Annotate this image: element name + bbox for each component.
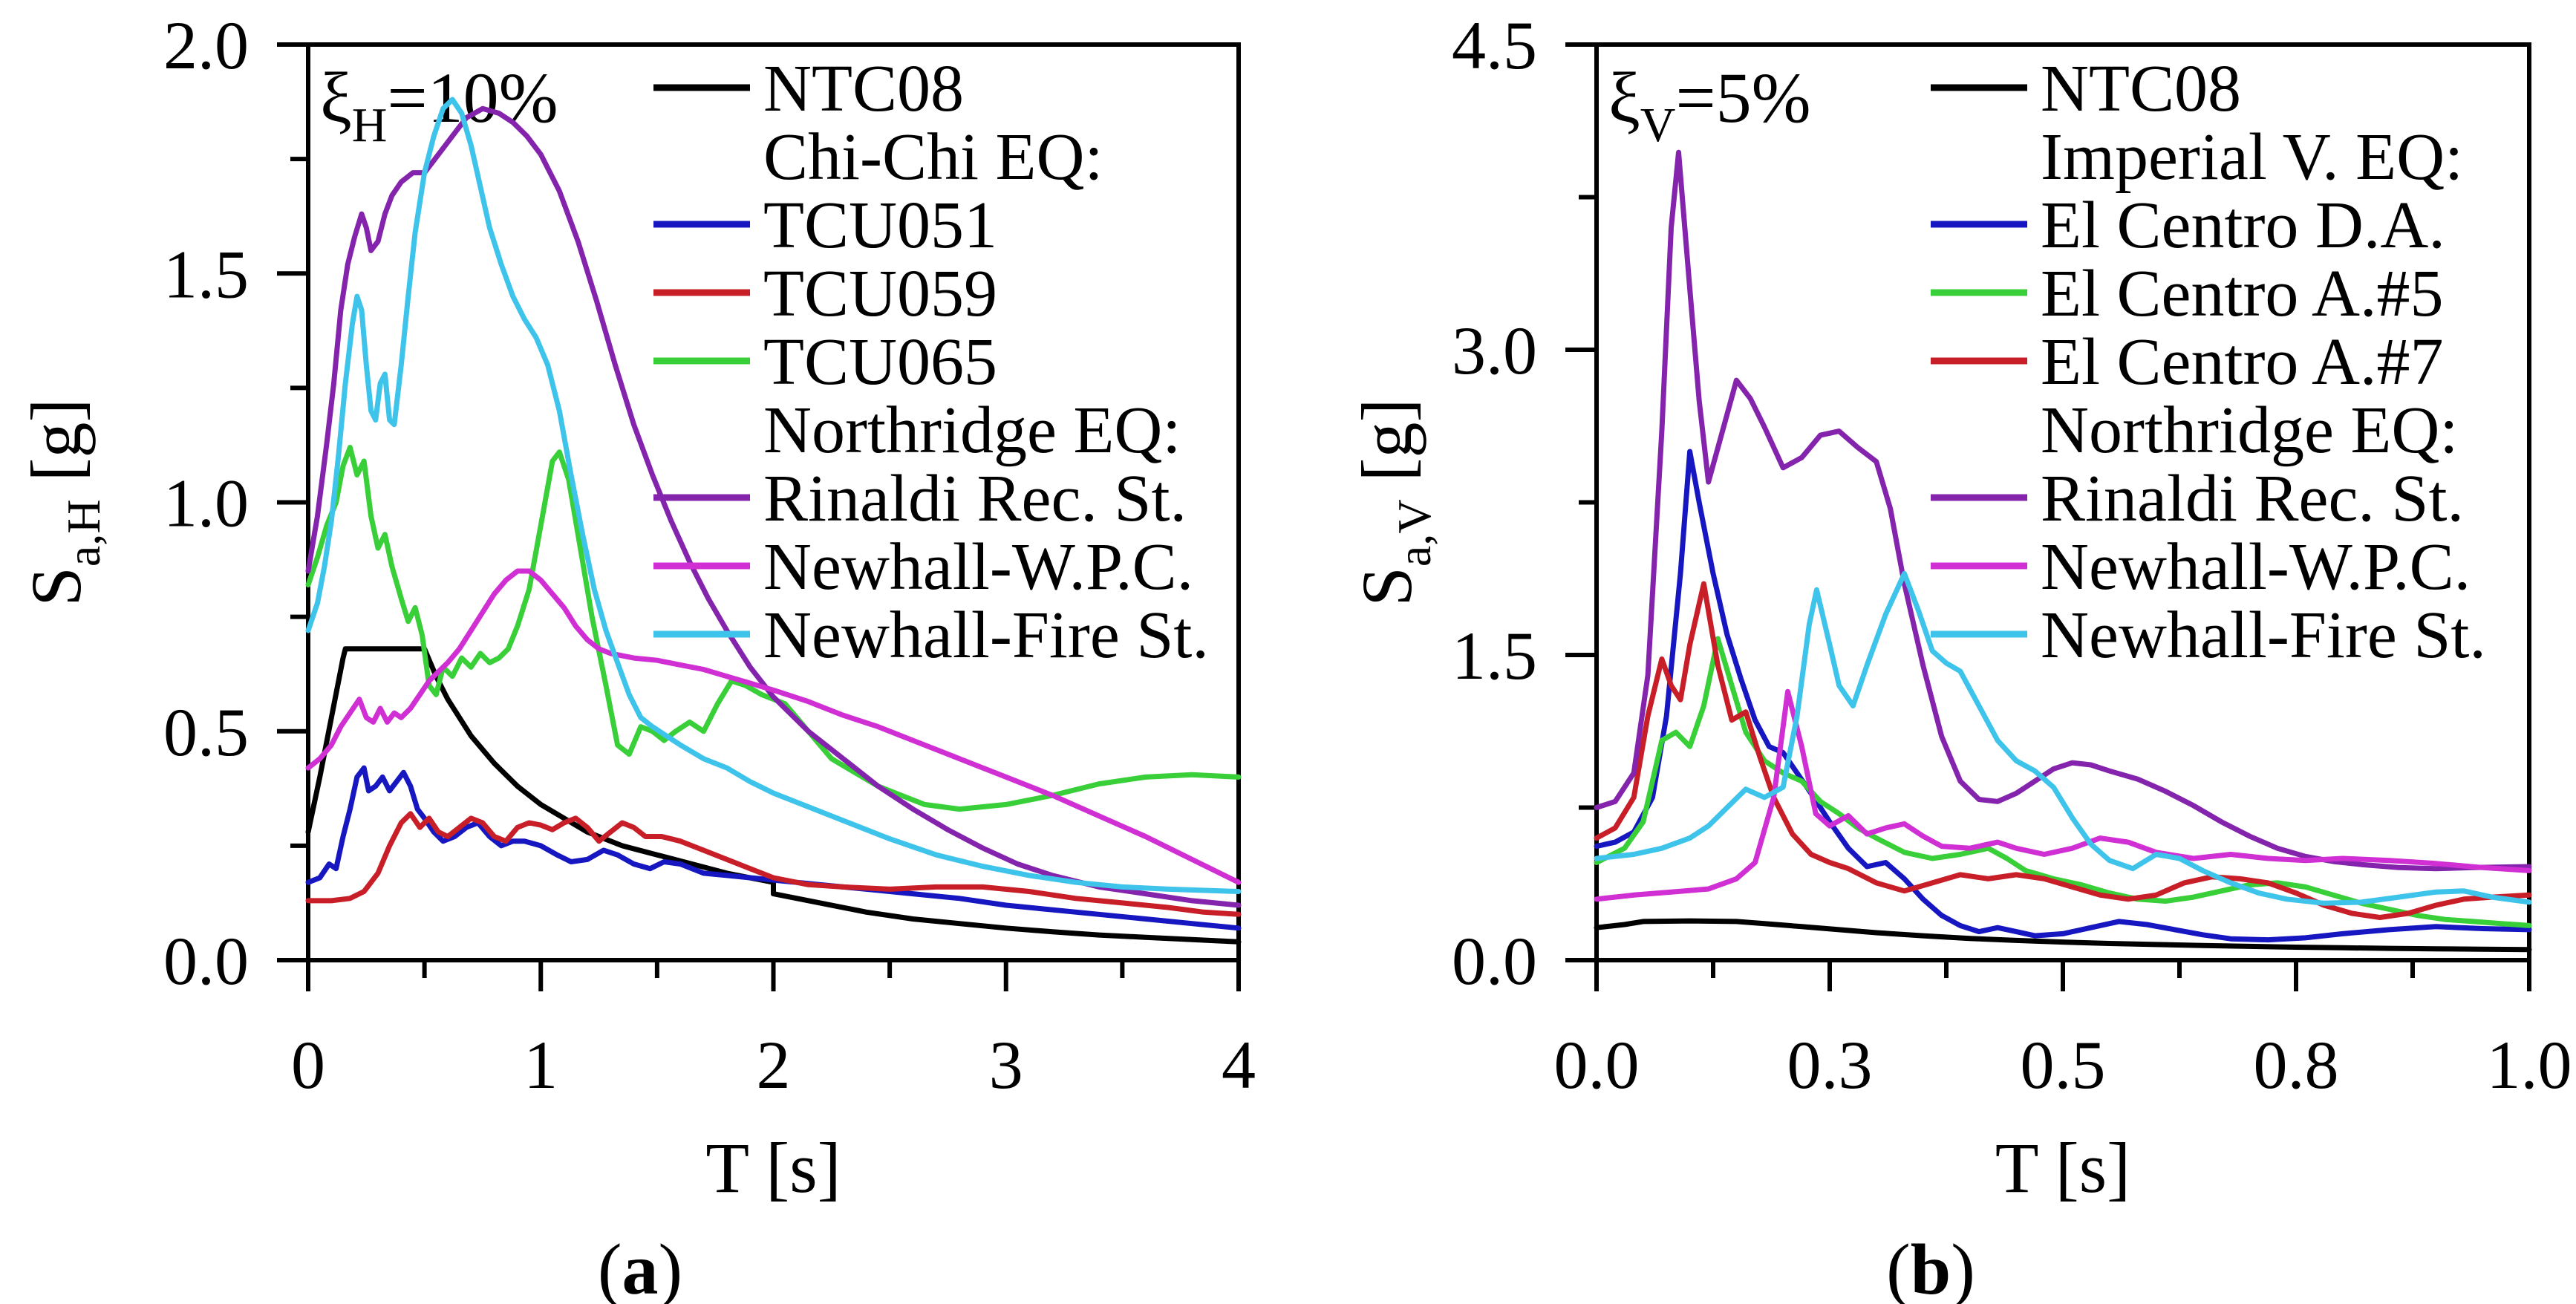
legend-label: TCU059 [763, 257, 997, 330]
x-tick-label: 1 [524, 1027, 558, 1103]
x-axis-label: T [s] [1995, 1128, 2130, 1207]
series-line-rinaldi-rec-st [305, 105, 1242, 908]
series-line-newhall-fire-st [1594, 570, 2532, 906]
series-line-ntc08 [1594, 918, 2532, 953]
legend-label: El Centro A.#5 [2041, 257, 2443, 330]
y-axis-label: Sa,H [g] [16, 399, 110, 607]
legend-item-ntc08: NTC08 [1931, 52, 2241, 125]
legend-label: Northridge EQ: [2041, 394, 2458, 467]
x-tick-labels: 0.0 0.3 0.5 0.8 1.0 [1554, 1027, 2572, 1103]
x-tick-label: 2 [757, 1027, 791, 1103]
legend-label: Rinaldi Rec. St. [2041, 462, 2464, 535]
legend-item-imperial-v-eq: Imperial V. EQ: [2041, 120, 2463, 194]
legend-label: NTC08 [763, 52, 964, 125]
legend-item-tcu051: TCU051 [653, 189, 997, 262]
legend-label: TCU065 [763, 325, 997, 399]
x-tick-label: 3 [989, 1027, 1023, 1103]
legend-item-rinaldi-rec-st: Rinaldi Rec. St. [653, 462, 1187, 535]
series-line-tcu059 [305, 811, 1242, 917]
legend-label: El Centro D.A. [2041, 189, 2445, 262]
x-tick-label: 4 [1222, 1027, 1256, 1103]
caption-a: (a) [598, 1230, 682, 1304]
legend-label: TCU051 [763, 189, 997, 262]
legend-item-tcu065: TCU065 [653, 325, 997, 399]
series-group [305, 97, 1242, 945]
y-tick-labels: 0.0 0.5 1.0 1.5 2.0 [163, 7, 249, 999]
legend-item-newhall-fire-st: Newhall-Fire St. [1931, 599, 2486, 672]
y-tick-label: 0.5 [163, 694, 249, 770]
y-tick-label: 1.5 [1452, 618, 1537, 694]
series-line-newhall-w-p-c [305, 568, 1242, 885]
y-tick-label: 2.0 [163, 7, 249, 83]
series-group [1594, 149, 2532, 953]
legend-item-el-centro-a-7: El Centro A.#7 [1931, 325, 2443, 399]
series-line-el-centro-a-7 [1594, 581, 2532, 920]
legend-item-rinaldi-rec-st: Rinaldi Rec. St. [1931, 462, 2464, 535]
series-line-newhall-fire-st [305, 97, 1242, 894]
legend-label: Newhall-Fire St. [763, 599, 1209, 672]
legend-label: Northridge EQ: [763, 394, 1181, 467]
legend-item-northridge-eq: Northridge EQ: [2041, 394, 2458, 467]
legend-label: Newhall-W.P.C. [2041, 530, 2471, 604]
y-axis-label: Sa,V [g] [1347, 399, 1441, 607]
legend-item-el-centro-d-a: El Centro D.A. [1931, 189, 2445, 262]
x-tick-label: 0.8 [2254, 1027, 2339, 1103]
legend-item-newhall-fire-st: Newhall-Fire St. [653, 599, 1209, 672]
y-tick-label: 1.0 [163, 466, 249, 541]
x-tick-label: 1.0 [2487, 1027, 2572, 1103]
spectra-chart-a: 0 1 2 3 4 0.0 0.5 1.0 1.5 2.0 T [s] Sa,H [g] ξH=10% N… [16, 7, 1256, 1304]
series-line-rinaldi-rec-st [1594, 149, 2532, 872]
series-line-tcu065 [305, 445, 1242, 812]
x-tick-label: 0.3 [1787, 1027, 1873, 1103]
y-tick-label: 1.5 [163, 236, 249, 312]
x-tick-label: 0 [291, 1027, 325, 1103]
legend-label: Rinaldi Rec. St. [763, 462, 1187, 535]
plot-border [1594, 42, 2531, 962]
damping-annotation: ξH=10% [320, 58, 558, 152]
legend-label: El Centro A.#7 [2041, 325, 2443, 399]
legend-item-chi-chi-eq: Chi-Chi EQ: [763, 120, 1103, 194]
series-line-el-centro-a-5 [1594, 636, 2532, 928]
legend-item-ntc08: NTC08 [653, 52, 964, 125]
y-tick-label: 4.5 [1452, 7, 1537, 83]
legend-label: Newhall-W.P.C. [763, 530, 1193, 604]
y-tick-labels: 0.0 1.5 3.0 4.5 [1452, 7, 1537, 999]
x-tick-label: 0.5 [2021, 1027, 2106, 1103]
legend-item-newhall-w-p-c: Newhall-W.P.C. [653, 530, 1193, 604]
chart-a-container: 0 1 2 3 4 0.0 0.5 1.0 1.5 2.0 T [s] Sa,H [g] ξH=10% N… [16, 7, 1256, 1304]
legend-label: Imperial V. EQ: [2041, 120, 2463, 194]
legend-label: Newhall-Fire St. [2041, 599, 2486, 672]
spectra-chart-b: 0.0 0.3 0.5 0.8 1.0 0.0 1.5 3.0 4.5 T [s] Sa,V [g]… [1347, 7, 2572, 1304]
legend-item-el-centro-a-5: El Centro A.#5 [1931, 257, 2443, 330]
series-line-newhall-w-p-c [1594, 688, 2532, 902]
series-line-ntc08 [305, 646, 1242, 945]
legend-label: NTC08 [2041, 52, 2241, 125]
axis-ticks [277, 42, 1241, 991]
axis-ticks [1565, 42, 2531, 991]
y-tick-label: 0.0 [163, 923, 249, 999]
x-axis-label: T [s] [705, 1128, 841, 1207]
legend-item-newhall-w-p-c: Newhall-W.P.C. [1931, 530, 2471, 604]
legend-label: Chi-Chi EQ: [763, 120, 1103, 194]
chart-b-container: 0.0 0.3 0.5 0.8 1.0 0.0 1.5 3.0 4.5 T [s] Sa,V [g]… [1337, 0, 2576, 1304]
caption-b: (b) [1886, 1230, 1975, 1304]
y-tick-label: 3.0 [1452, 313, 1537, 388]
y-tick-label: 0.0 [1452, 923, 1537, 999]
x-tick-labels: 0 1 2 3 4 [291, 1027, 1256, 1103]
x-tick-label: 0.0 [1554, 1027, 1640, 1103]
legend-item-northridge-eq: Northridge EQ: [763, 394, 1181, 467]
damping-annotation: ξV=5% [1608, 58, 1811, 152]
legend-item-tcu059: TCU059 [653, 257, 997, 330]
